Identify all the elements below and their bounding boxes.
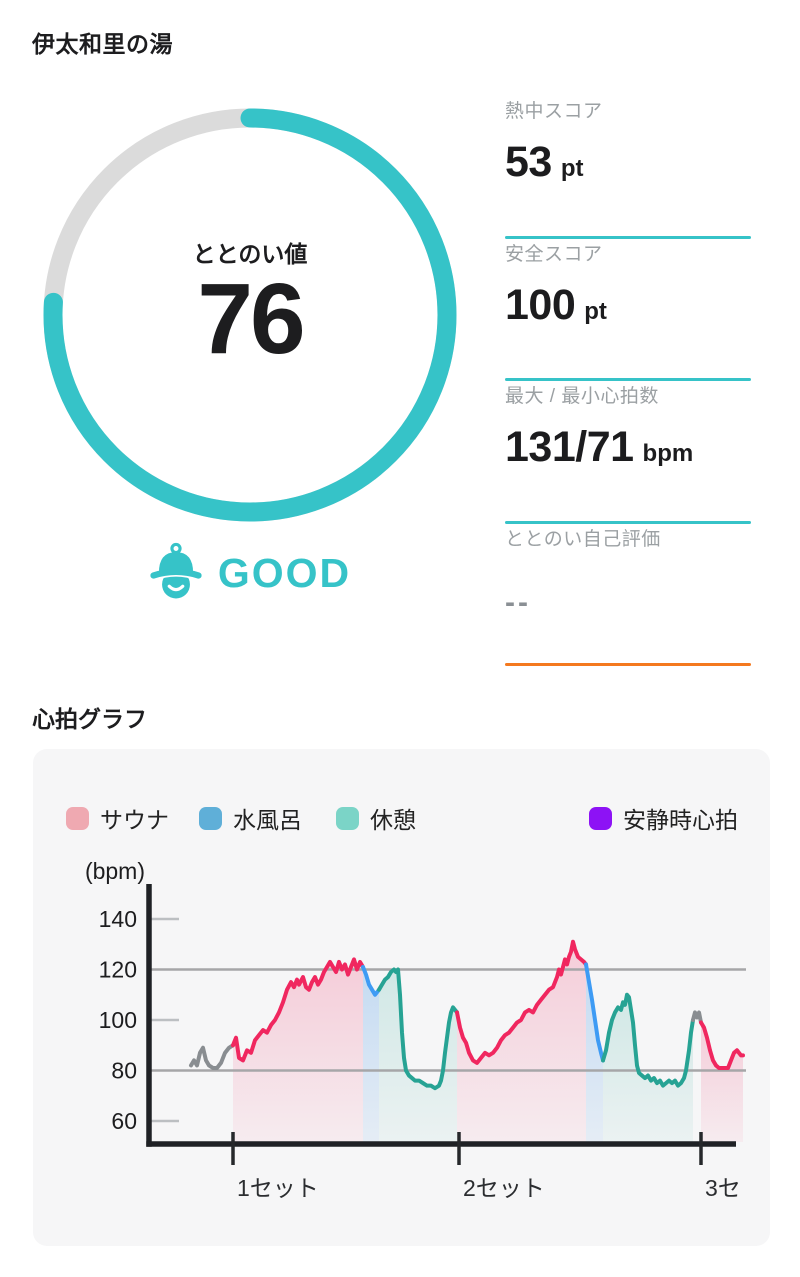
stat-value: 131/71 — [505, 423, 634, 471]
section-title-heart-rate: 心拍グラフ — [32, 706, 147, 733]
rating-row: GOOD — [42, 533, 458, 613]
stat-divider — [505, 663, 751, 666]
stat-divider — [505, 378, 751, 381]
totonoi-gauge: ととのい値 76 — [42, 107, 458, 523]
legend-item-rest: 休憩 — [336, 801, 416, 835]
gauge-arc — [43, 108, 457, 522]
svg-text:60: 60 — [111, 1108, 137, 1134]
gauge-ring — [43, 108, 457, 522]
sauna-hat-face-icon — [149, 541, 203, 606]
svg-text:140: 140 — [99, 906, 137, 932]
page-title: 伊太和里の湯 — [32, 31, 173, 58]
legend-item-resting-hr: 安静時心拍 — [589, 801, 738, 835]
gauge-value: 76 — [197, 263, 305, 375]
stat-unit: pt — [560, 155, 584, 182]
stat-safety-score: 安全スコア 100 pt — [505, 239, 751, 381]
legend-swatch-sauna — [66, 806, 89, 830]
stat-label: ととのい自己評価 — [505, 528, 661, 550]
svg-text:3セ: 3セ — [705, 1175, 741, 1201]
stats-column: 熱中スコア 53 pt 安全スコア 100 pt 最大 / 最小心拍数 131/… — [505, 96, 751, 666]
svg-text:100: 100 — [99, 1007, 137, 1033]
svg-text:(bpm): (bpm) — [85, 858, 145, 884]
stat-divider — [505, 235, 751, 239]
svg-text:1セット: 1セット — [237, 1175, 319, 1201]
legend-label: 安静時心拍 — [623, 807, 738, 833]
stat-value: 100 — [505, 280, 576, 329]
legend-label: サウナ — [100, 807, 169, 833]
stat-label: 最大 / 最小心拍数 — [505, 386, 659, 407]
legend-item-cold-bath: 水風呂 — [199, 801, 302, 835]
stat-divider — [505, 520, 751, 524]
stat-value: 53 — [505, 138, 552, 186]
stat-unit: bpm — [642, 440, 694, 467]
legend-label: 休憩 — [370, 807, 416, 833]
heart-rate-chart[interactable]: 140 120 100 80 60 (bpm) 1セット 2セット 3セ — [33, 749, 770, 1246]
stat-label: 熱中スコア — [505, 101, 603, 122]
chart-card: サウナ 水風呂 休憩 安静時心拍 140 120 100 80 60 (bpm) 1セット 2… — [33, 749, 770, 1246]
legend-label: 水風呂 — [233, 807, 302, 833]
stat-max-min-hr: 最大 / 最小心拍数 131/71 bpm — [505, 381, 751, 524]
stat-self-rating: ととのい自己評価 -- — [505, 524, 751, 666]
gauge-label: ととのい値 — [192, 241, 308, 267]
stat-label: 安全スコア — [505, 243, 603, 265]
legend-swatch-rest — [336, 806, 359, 830]
legend-swatch-cold-bath — [199, 806, 222, 830]
stat-value: -- — [505, 585, 531, 619]
stat-unit: pt — [584, 297, 607, 325]
legend-item-sauna: サウナ — [66, 801, 169, 835]
rating-label: GOOD — [217, 549, 352, 596]
svg-text:120: 120 — [99, 957, 137, 983]
svg-text:80: 80 — [111, 1058, 137, 1084]
svg-text:2セット: 2セット — [463, 1175, 545, 1201]
stat-heat-score: 熱中スコア 53 pt — [505, 96, 751, 239]
legend-swatch-resting-hr — [589, 806, 612, 830]
